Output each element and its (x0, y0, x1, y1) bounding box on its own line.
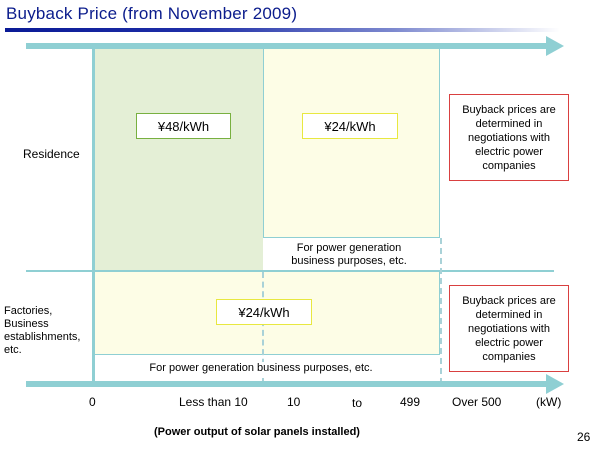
title-underline (5, 28, 560, 32)
boundary-10kw-line (262, 272, 264, 384)
slide-title: Buyback Price (from November 2009) (6, 4, 298, 23)
bottom-arrow-shaft (26, 381, 548, 387)
row-label-factories: Factories, Business establishments, etc. (4, 305, 81, 356)
boundary-500kw-line (440, 238, 442, 384)
tick-label: Over 500 (452, 395, 502, 409)
page-number: 26 (577, 430, 591, 444)
tick-label: (kW) (536, 395, 562, 409)
tick-label: 499 (400, 395, 421, 409)
residence-large-note: For power generation business purposes, … (264, 242, 434, 268)
row-divider-line (26, 270, 554, 272)
residence-large-region (263, 47, 440, 238)
residence-small-price: ¥48/kWh (136, 113, 231, 139)
residence-small-region (94, 47, 263, 271)
axis-title: (Power output of solar panels installed) (154, 426, 360, 438)
factories-note: For power generation business purposes, … (96, 362, 426, 375)
vertical-axis (92, 44, 95, 385)
tick-label: 0 (89, 395, 96, 409)
tick-label: Less than 10 (179, 395, 248, 409)
negotiation-note-residence: Buyback prices are determined in negotia… (449, 94, 569, 181)
top-arrow-head (546, 36, 564, 56)
factories-price: ¥24/kWh (216, 299, 312, 325)
top-arrow-shaft (26, 43, 548, 49)
row-label-residence: Residence (23, 147, 80, 161)
tick-label: 10 (287, 395, 301, 409)
residence-large-price: ¥24/kWh (302, 113, 398, 139)
bottom-arrow-head (546, 374, 564, 394)
tick-label: to (352, 396, 363, 410)
negotiation-note-factories: Buyback prices are determined in negotia… (449, 285, 569, 372)
